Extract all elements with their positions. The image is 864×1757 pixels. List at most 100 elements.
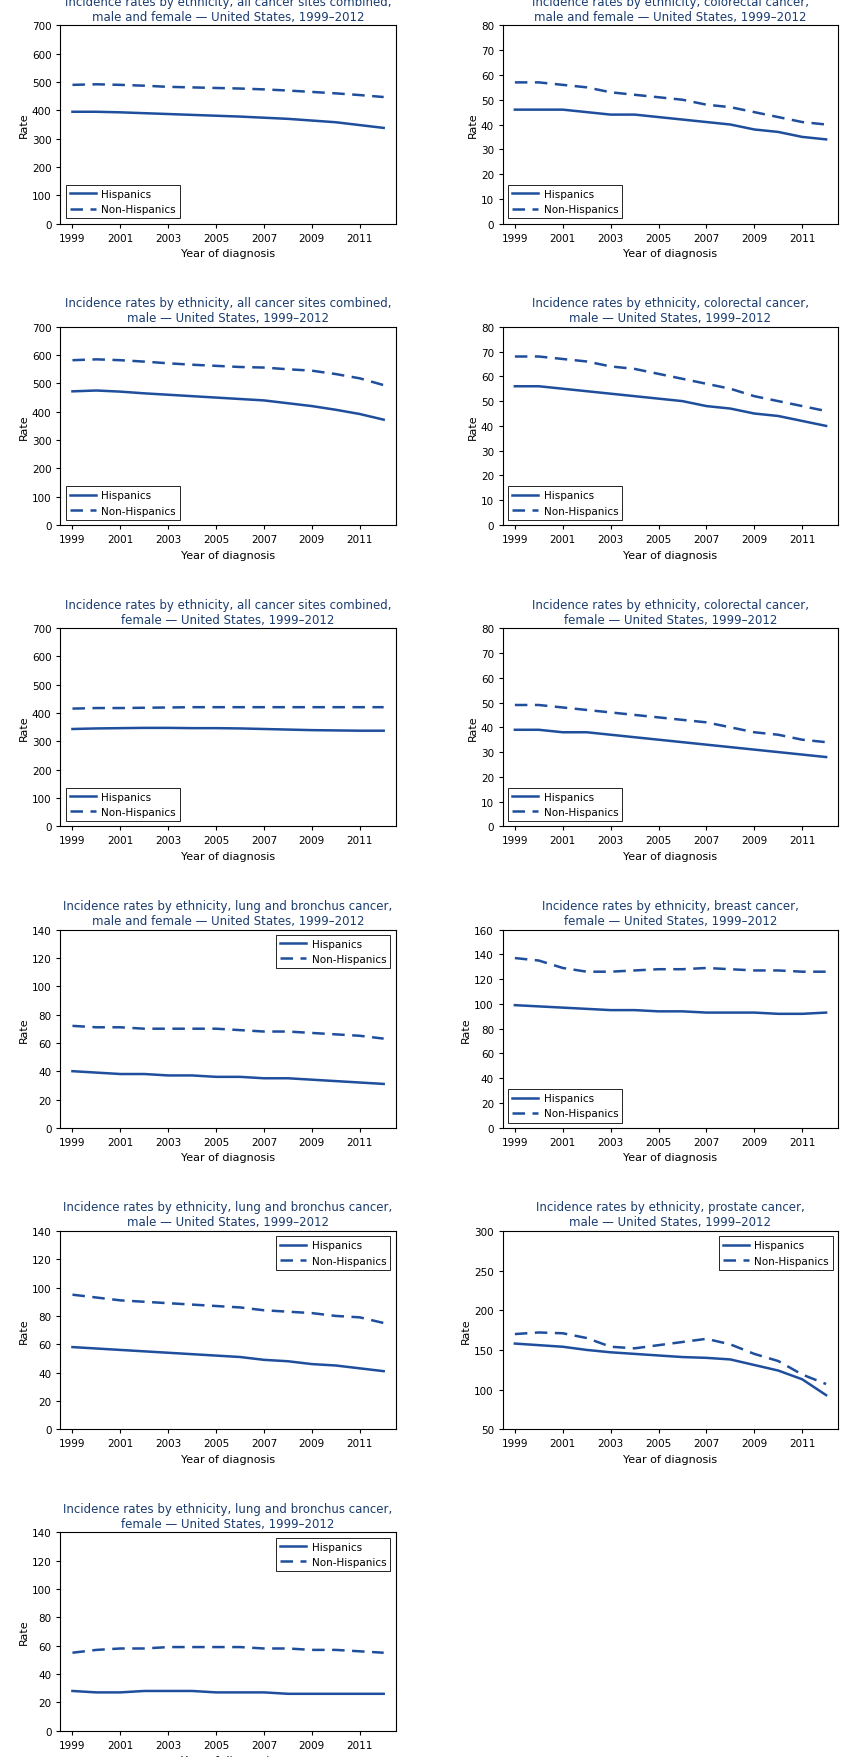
Non-Hispanics <box>749 722 759 743</box>
Hispanics <box>187 1344 197 1365</box>
Non-Hispanics <box>307 83 317 104</box>
Hispanics <box>283 1351 293 1372</box>
Non-Hispanics <box>67 76 78 97</box>
Non-Hispanics <box>606 357 616 378</box>
Non-Hispanics <box>139 1638 149 1659</box>
Line: Non-Hispanics: Non-Hispanics <box>73 1026 384 1038</box>
Hispanics <box>557 998 568 1019</box>
Non-Hispanics <box>139 351 149 372</box>
Hispanics <box>283 720 293 741</box>
Non-Hispanics <box>307 698 317 719</box>
Non-Hispanics <box>259 358 270 380</box>
Hispanics <box>115 102 125 123</box>
Non-Hispanics <box>797 397 807 418</box>
Line: Non-Hispanics: Non-Hispanics <box>73 86 384 98</box>
Hispanics <box>629 1000 639 1021</box>
Hispanics <box>606 105 616 127</box>
Hispanics <box>354 404 365 425</box>
Legend: Hispanics, Non-Hispanics: Hispanics, Non-Hispanics <box>66 789 180 822</box>
Non-Hispanics <box>725 717 735 738</box>
Hispanics <box>187 387 197 408</box>
Y-axis label: Rate: Rate <box>461 1318 472 1342</box>
Non-Hispanics <box>534 696 544 717</box>
Non-Hispanics <box>92 350 102 371</box>
Hispanics <box>354 720 365 741</box>
Hispanics <box>378 118 389 139</box>
Hispanics <box>702 1003 712 1024</box>
Non-Hispanics <box>187 77 197 98</box>
Non-Hispanics <box>510 346 520 367</box>
Hispanics <box>581 102 592 123</box>
Non-Hispanics <box>702 1328 712 1349</box>
Hispanics <box>211 1066 221 1088</box>
Hispanics <box>259 390 270 411</box>
Non-Hispanics <box>557 350 568 371</box>
X-axis label: Year of diagnosis: Year of diagnosis <box>624 550 718 560</box>
Non-Hispanics <box>163 77 174 98</box>
Non-Hispanics <box>725 1334 735 1355</box>
Hispanics <box>677 111 688 132</box>
Hispanics <box>235 719 245 740</box>
Line: Hispanics: Hispanics <box>515 111 826 141</box>
Hispanics <box>259 719 270 740</box>
Non-Hispanics <box>92 698 102 719</box>
Non-Hispanics <box>115 1638 125 1659</box>
Non-Hispanics <box>378 1643 389 1664</box>
Non-Hispanics <box>67 1643 78 1664</box>
Hispanics <box>702 1348 712 1369</box>
Line: Hispanics: Hispanics <box>73 112 384 128</box>
Non-Hispanics <box>235 357 245 378</box>
Title: Incidence rates by ethnicity, prostate cancer,
male — United States, 1999–2012: Incidence rates by ethnicity, prostate c… <box>537 1200 805 1228</box>
Non-Hispanics <box>115 350 125 371</box>
Non-Hispanics <box>211 79 221 100</box>
Hispanics <box>307 1353 317 1374</box>
Hispanics <box>211 1681 221 1703</box>
Hispanics <box>163 385 174 406</box>
Non-Hispanics <box>749 102 759 123</box>
Legend: Hispanics, Non-Hispanics: Hispanics, Non-Hispanics <box>66 186 180 220</box>
Non-Hispanics <box>534 72 544 93</box>
Non-Hispanics <box>283 698 293 719</box>
Hispanics <box>67 381 78 402</box>
Hispanics <box>821 1385 831 1406</box>
Non-Hispanics <box>773 1351 784 1372</box>
Non-Hispanics <box>821 961 831 982</box>
Non-Hispanics <box>307 1023 317 1044</box>
Non-Hispanics <box>653 1335 664 1356</box>
Non-Hispanics <box>354 1026 365 1047</box>
Line: Non-Hispanics: Non-Hispanics <box>73 360 384 387</box>
Non-Hispanics <box>187 1636 197 1657</box>
Non-Hispanics <box>653 364 664 385</box>
Non-Hispanics <box>331 698 341 719</box>
Non-Hispanics <box>534 951 544 972</box>
Hispanics <box>307 1070 317 1091</box>
Hispanics <box>92 1339 102 1360</box>
Line: Non-Hispanics: Non-Hispanics <box>73 1295 384 1323</box>
Non-Hispanics <box>235 1636 245 1657</box>
Non-Hispanics <box>653 708 664 729</box>
Non-Hispanics <box>92 1639 102 1660</box>
Line: Non-Hispanics: Non-Hispanics <box>515 83 826 125</box>
Hispanics <box>92 1063 102 1084</box>
X-axis label: Year of diagnosis: Year of diagnosis <box>181 1755 275 1757</box>
Non-Hispanics <box>510 72 520 93</box>
Hispanics <box>510 100 520 121</box>
Hispanics <box>259 1681 270 1703</box>
Non-Hispanics <box>211 357 221 378</box>
Hispanics <box>331 112 341 134</box>
Hispanics <box>725 1003 735 1024</box>
Hispanics <box>283 109 293 130</box>
X-axis label: Year of diagnosis: Year of diagnosis <box>624 852 718 861</box>
Non-Hispanics <box>773 392 784 413</box>
Non-Hispanics <box>581 961 592 982</box>
Non-Hispanics <box>677 959 688 980</box>
Hispanics <box>510 1334 520 1355</box>
Hispanics <box>307 111 317 132</box>
Hispanics <box>534 1335 544 1356</box>
Non-Hispanics <box>307 1639 317 1660</box>
Y-axis label: Rate: Rate <box>19 715 29 741</box>
Non-Hispanics <box>235 79 245 100</box>
Non-Hispanics <box>331 364 341 385</box>
Hispanics <box>187 1065 197 1086</box>
Hispanics <box>702 734 712 756</box>
